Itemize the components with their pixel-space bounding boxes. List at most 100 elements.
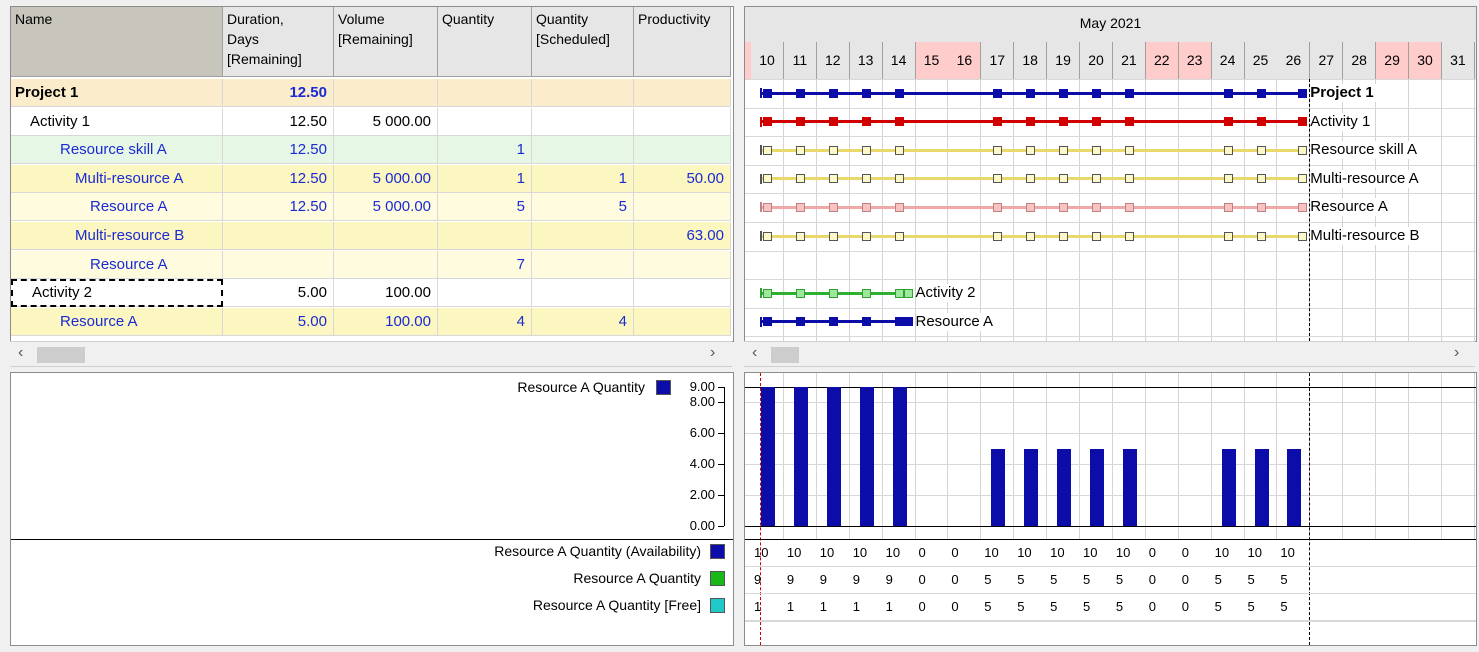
scroll-right-icon[interactable]: › (710, 344, 716, 361)
gantt-day-marker[interactable] (795, 231, 805, 241)
column-header-name[interactable]: Name (11, 7, 223, 77)
column-header-quantity[interactable]: Quantity (438, 7, 532, 77)
gantt-day-marker[interactable] (894, 174, 904, 184)
grid-cell-scheduled[interactable] (532, 136, 634, 165)
gantt-day-marker[interactable] (763, 145, 772, 155)
gantt-day-marker[interactable] (1256, 202, 1266, 212)
grid-cell-scheduled[interactable] (532, 107, 634, 136)
grid-cell-productivity[interactable] (634, 279, 731, 308)
grid-cell-duration[interactable] (223, 222, 334, 250)
gantt-day-marker[interactable] (861, 288, 871, 298)
gantt-day-marker[interactable] (828, 174, 838, 184)
gantt-day-marker[interactable] (993, 174, 1003, 184)
gantt-day-marker[interactable] (763, 88, 772, 98)
grid-cell-name[interactable]: Activity 2 (11, 279, 223, 308)
grid-cell-name[interactable]: Project 1 (11, 79, 223, 107)
gantt-day-marker[interactable] (1092, 202, 1101, 212)
scroll-thumb[interactable] (771, 347, 799, 363)
gantt-end-marker[interactable] (1298, 88, 1308, 98)
gantt-day-marker[interactable] (1026, 88, 1036, 98)
grid-cell-scheduled[interactable] (532, 79, 634, 107)
gantt-day-marker[interactable] (795, 202, 805, 212)
grid-cell-volume[interactable]: 100.00 (334, 307, 438, 336)
grid-cell-scheduled[interactable] (532, 279, 634, 308)
column-header-duration[interactable]: Duration, Days [Remaining] (223, 7, 334, 77)
gantt-day-marker[interactable] (828, 288, 838, 298)
grid-cell-volume[interactable] (334, 79, 438, 107)
gantt-day-marker[interactable] (894, 117, 904, 127)
gantt-day-marker[interactable] (1026, 174, 1036, 184)
gantt-day-marker[interactable] (861, 231, 871, 241)
grid-cell-volume[interactable] (334, 222, 438, 250)
grid-row[interactable]: Multi-resource B 63.00 (11, 222, 731, 250)
grid-cell-duration[interactable]: 12.50 (223, 107, 334, 136)
gantt-end-marker[interactable] (1298, 231, 1308, 241)
gantt-day-marker[interactable] (1059, 231, 1069, 241)
gantt-day-marker[interactable] (894, 202, 904, 212)
gantt-day-marker[interactable] (763, 288, 772, 298)
grid-cell-quantity[interactable]: 1 (438, 164, 532, 193)
gantt-day-marker[interactable] (795, 88, 805, 98)
grid-cell-name[interactable]: Resource skill A (11, 136, 223, 165)
gantt-day-marker[interactable] (1223, 117, 1233, 127)
grid-cell-volume[interactable]: 5 000.00 (334, 107, 438, 136)
grid-cell-productivity[interactable]: 63.00 (634, 222, 731, 250)
gantt-day-marker[interactable] (1026, 231, 1036, 241)
gantt-day-marker[interactable] (1059, 174, 1069, 184)
gantt-day-marker[interactable] (993, 117, 1003, 127)
grid-cell-productivity[interactable] (634, 136, 731, 165)
grid-cell-name[interactable]: Activity 1 (11, 107, 223, 136)
gantt-day-marker[interactable] (763, 317, 772, 327)
gantt-day-marker[interactable] (894, 145, 904, 155)
gantt-day-marker[interactable] (763, 202, 772, 212)
grid-cell-volume[interactable]: 5 000.00 (334, 193, 438, 222)
grid-cell-duration[interactable]: 12.50 (223, 164, 334, 193)
grid-cell-quantity[interactable] (438, 222, 532, 250)
gantt-day-marker[interactable] (894, 88, 904, 98)
gantt-end-marker[interactable] (1298, 174, 1308, 184)
gantt-day-marker[interactable] (1256, 231, 1266, 241)
grid-cell-name[interactable]: Multi-resource B (11, 222, 223, 250)
grid-row[interactable]: Resource skill A 12.50 1 (11, 136, 731, 165)
gantt-day-marker[interactable] (1223, 88, 1233, 98)
grid-cell-productivity[interactable] (634, 79, 731, 107)
grid-cell-productivity[interactable] (634, 307, 731, 336)
grid-row[interactable]: Project 1 12.50 (11, 79, 731, 107)
gantt-day-marker[interactable] (1092, 145, 1101, 155)
grid-cell-duration[interactable]: 12.50 (223, 136, 334, 165)
gantt-day-marker[interactable] (1223, 174, 1233, 184)
gantt-day-marker[interactable] (861, 88, 871, 98)
gantt-day-marker[interactable] (894, 317, 904, 327)
gantt-day-marker[interactable] (1124, 145, 1134, 155)
grid-cell-duration[interactable]: 5.00 (223, 307, 334, 336)
grid-cell-name[interactable]: Resource A (11, 307, 223, 336)
gantt-day-marker[interactable] (1059, 88, 1069, 98)
gantt-day-marker[interactable] (894, 231, 904, 241)
grid-cell-duration[interactable] (223, 250, 334, 279)
grid-cell-name[interactable]: Resource A (11, 193, 223, 222)
gantt-day-marker[interactable] (828, 317, 838, 327)
grid-cell-productivity[interactable] (634, 250, 731, 279)
grid-cell-scheduled[interactable]: 1 (532, 164, 634, 193)
grid-cell-quantity[interactable] (438, 279, 532, 308)
gantt-day-marker[interactable] (1223, 231, 1233, 241)
gantt-day-marker[interactable] (763, 231, 772, 241)
grid-cell-volume[interactable]: 100.00 (334, 279, 438, 308)
gantt-day-marker[interactable] (1059, 117, 1069, 127)
grid-cell-volume[interactable] (334, 136, 438, 165)
grid-cell-scheduled[interactable]: 5 (532, 193, 634, 222)
grid-cell-duration[interactable]: 12.50 (223, 79, 334, 107)
grid-row[interactable]: Resource A 12.50 5 000.00 5 5 (11, 193, 731, 222)
gantt-day-marker[interactable] (1092, 88, 1101, 98)
gantt-day-marker[interactable] (795, 288, 805, 298)
grid-cell-quantity[interactable]: 5 (438, 193, 532, 222)
grid-cell-quantity[interactable]: 1 (438, 136, 532, 165)
gantt-day-marker[interactable] (795, 145, 805, 155)
gantt-day-marker[interactable] (861, 174, 871, 184)
grid-cell-volume[interactable] (334, 250, 438, 279)
grid-cell-name[interactable]: Resource A (11, 250, 223, 279)
scroll-thumb[interactable] (37, 347, 85, 363)
gantt-day-marker[interactable] (861, 202, 871, 212)
grid-cell-productivity[interactable]: 50.00 (634, 164, 731, 193)
gantt-day-marker[interactable] (993, 145, 1003, 155)
